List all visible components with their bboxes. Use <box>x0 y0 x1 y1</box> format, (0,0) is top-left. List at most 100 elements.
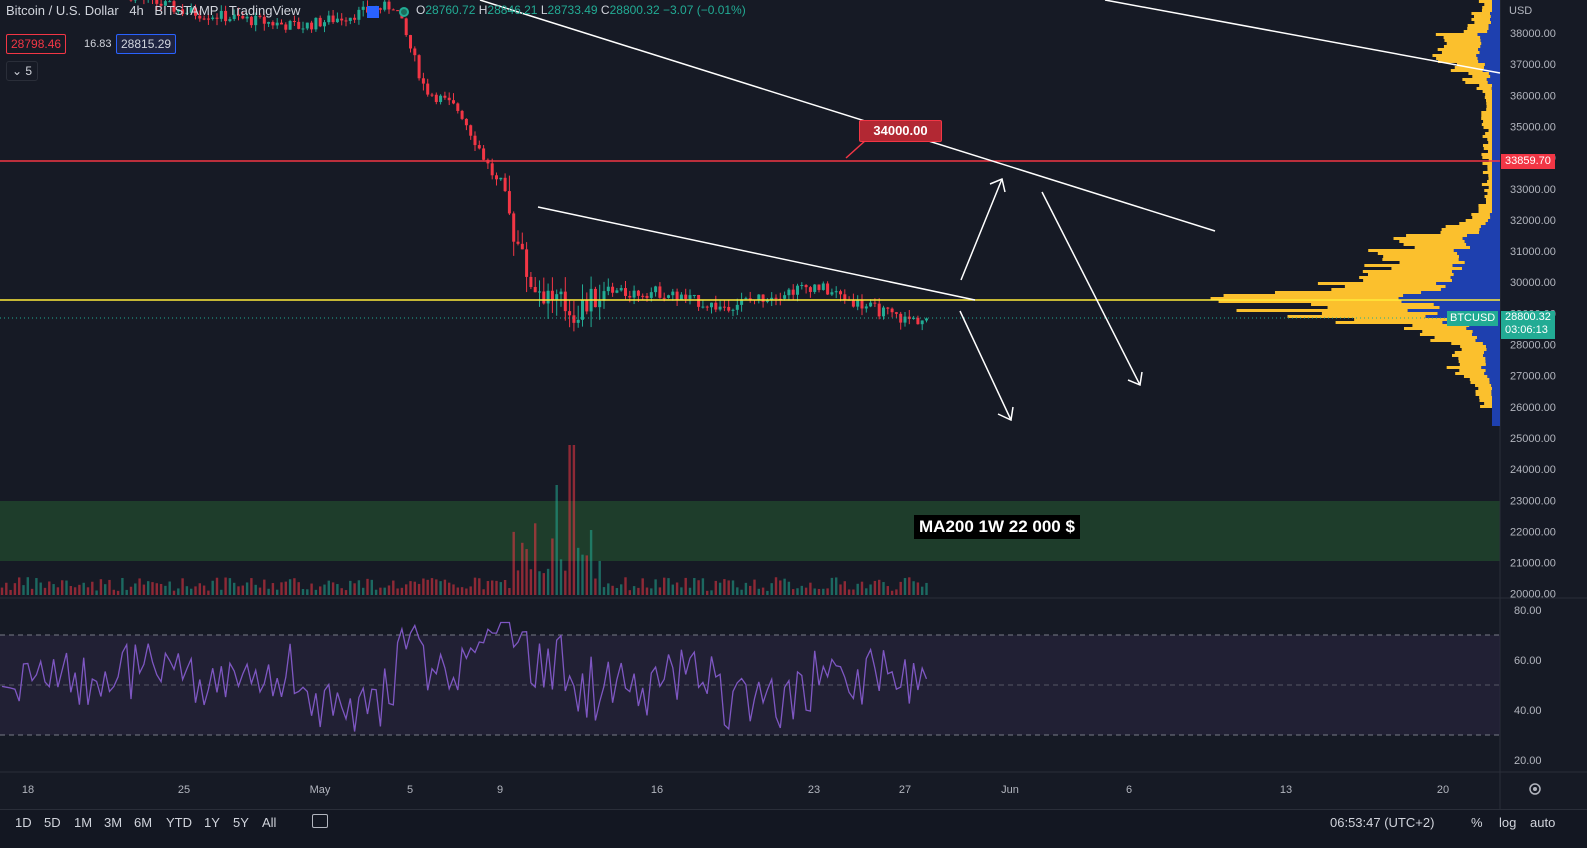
vp-bar-volume <box>1224 294 1404 297</box>
candle-body <box>271 22 274 25</box>
ma200-label[interactable]: MA200 1W 22 000 $ <box>914 515 1080 539</box>
candle-body <box>714 303 717 310</box>
candle-body <box>839 291 842 294</box>
vp-bar-value-area <box>1465 240 1500 243</box>
candle-body <box>478 145 481 148</box>
candle-body <box>379 8 382 10</box>
volume-bar <box>414 582 416 595</box>
candle-body <box>568 311 571 315</box>
volume-bar <box>474 578 476 595</box>
volume-bar <box>250 578 252 595</box>
vp-bar-value-area <box>1489 27 1500 30</box>
candle-body <box>521 244 524 250</box>
vp-bar-volume <box>1479 0 1492 3</box>
volume-bar <box>822 589 824 595</box>
target-price-callout[interactable]: 34000.00 <box>859 120 942 142</box>
volume-bar <box>138 578 140 595</box>
vp-bar-volume <box>1430 339 1475 342</box>
range-1y[interactable]: 1Y <box>204 815 220 830</box>
clock[interactable]: 06:53:47 (UTC+2) <box>1330 815 1434 830</box>
vp-bar-value-area <box>1489 378 1500 381</box>
rsi-tick: 20.00 <box>1514 755 1542 767</box>
candle-countdown: 03:06:13 <box>1505 324 1551 337</box>
vp-bar-volume <box>1275 291 1421 294</box>
price-tick: 21000.00 <box>1510 558 1556 570</box>
range-all[interactable]: All <box>262 815 276 830</box>
price-tick: 28000.00 <box>1510 340 1556 352</box>
vp-bar-value-area <box>1492 207 1500 210</box>
volume-bar <box>44 588 46 595</box>
volume-bar <box>586 555 588 595</box>
vp-bar-value-area <box>1470 246 1500 249</box>
range-5y[interactable]: 5Y <box>233 815 249 830</box>
vp-bar-value-area <box>1478 60 1500 63</box>
vp-bar-volume <box>1345 285 1446 288</box>
vp-bar-volume <box>1359 276 1451 279</box>
volume-bar <box>487 581 489 595</box>
time-tick: 5 <box>407 784 413 796</box>
volume-bar <box>547 569 549 595</box>
vp-bar-volume <box>1460 363 1486 366</box>
volume-bar <box>878 580 880 595</box>
candle-body <box>306 23 309 29</box>
candle-body <box>276 23 279 26</box>
symbol-header[interactable]: Bitcoin / U.S. Dollar 4h BITSTAMP Tradin… <box>6 3 307 18</box>
log-toggle[interactable]: log <box>1499 815 1516 830</box>
volume-bar <box>396 588 398 595</box>
range-1m[interactable]: 1M <box>74 815 92 830</box>
range-1d[interactable]: 1D <box>15 815 32 830</box>
volume-bar <box>194 586 196 595</box>
volume-bar <box>607 583 609 595</box>
volume-bar <box>573 445 575 595</box>
candle-body <box>633 291 636 298</box>
range-ytd[interactable]: YTD <box>166 815 192 830</box>
gear-icon[interactable] <box>1530 784 1540 794</box>
range-6m[interactable]: 6M <box>134 815 152 830</box>
vp-bar-value-area <box>1472 333 1500 336</box>
volume-bar <box>508 588 510 595</box>
vp-bar-value-area <box>1491 390 1500 393</box>
candle-body <box>805 285 808 287</box>
flag-icon[interactable] <box>367 6 379 18</box>
candle-body <box>491 163 494 175</box>
vp-bar-value-area <box>1478 48 1500 51</box>
auto-toggle[interactable]: auto <box>1530 815 1555 830</box>
candle-body <box>383 2 386 10</box>
volume-bar <box>900 582 902 595</box>
percent-toggle[interactable]: % <box>1471 815 1483 830</box>
calendar-range-icon[interactable] <box>312 814 328 828</box>
range-5d[interactable]: 5D <box>44 815 61 830</box>
indicators-collapse-button[interactable]: ⌄ 5 <box>6 61 38 81</box>
range-3m[interactable]: 3M <box>104 815 122 830</box>
volume-bar <box>663 578 665 595</box>
volume-bar <box>422 578 424 595</box>
buy-price-button[interactable]: 28815.29 <box>116 34 176 54</box>
candle-body <box>818 285 821 290</box>
price-tick: 30000.00 <box>1510 277 1556 289</box>
vp-bar-volume <box>1479 207 1492 210</box>
volume-bar <box>328 581 330 595</box>
vp-bar-value-area <box>1492 396 1500 399</box>
volume-bar <box>482 589 484 595</box>
platform: TradingView <box>229 3 301 18</box>
sell-price-button[interactable]: 28798.46 <box>6 34 66 54</box>
vp-bar-value-area <box>1454 249 1500 252</box>
vp-bar-value-area <box>1473 330 1500 333</box>
candle-body <box>302 28 305 29</box>
volume-bar <box>83 583 85 595</box>
vp-bar-value-area <box>1467 234 1500 237</box>
volume-bar <box>113 590 115 595</box>
vp-bar-volume <box>1485 195 1492 198</box>
vp-bar-volume <box>1486 99 1492 102</box>
vp-bar-volume <box>1480 405 1492 408</box>
volume-bar <box>212 581 214 595</box>
volume-bar <box>401 588 403 595</box>
price-tick: 31000.00 <box>1510 246 1556 258</box>
currency-label[interactable]: USD <box>1509 5 1532 17</box>
vp-bar-value-area <box>1492 87 1500 90</box>
candle-body <box>585 300 588 311</box>
vp-bar-value-area <box>1462 267 1500 270</box>
candle-body <box>572 315 575 323</box>
